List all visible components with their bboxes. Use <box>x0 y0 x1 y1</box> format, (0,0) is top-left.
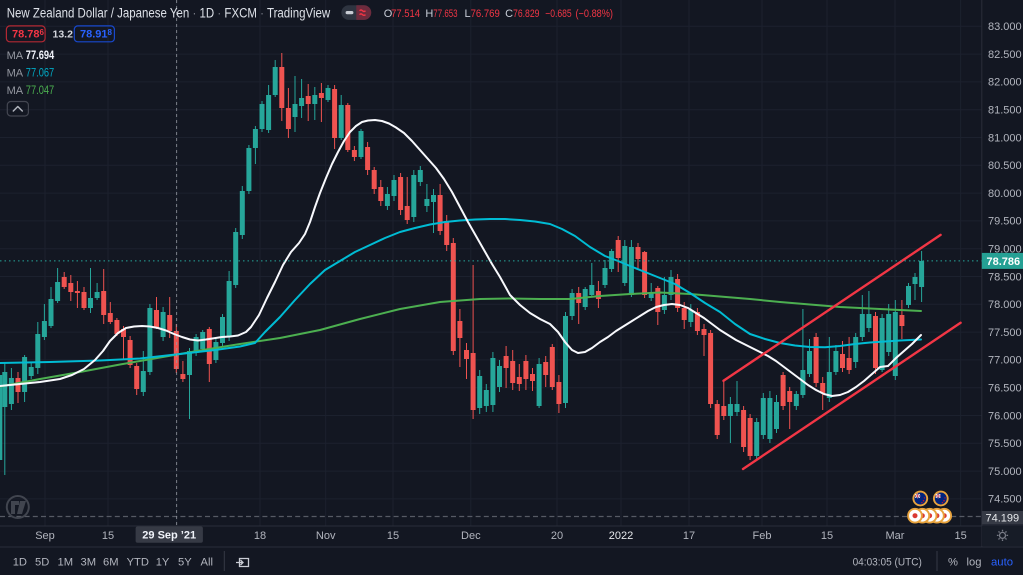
svg-text:80.500: 80.500 <box>988 160 1022 172</box>
svg-text:MA: MA <box>7 85 24 97</box>
svg-text:Nov: Nov <box>316 530 336 542</box>
svg-text:78.918: 78.918 <box>80 28 113 41</box>
svg-text:78.786: 78.786 <box>987 256 1021 268</box>
svg-text:Feb: Feb <box>753 530 772 542</box>
svg-text:74.500: 74.500 <box>988 494 1022 506</box>
svg-text:5Y: 5Y <box>178 557 192 569</box>
svg-text:auto: auto <box>991 557 1013 569</box>
svg-text:O: O <box>384 8 393 20</box>
svg-text:6M: 6M <box>103 557 119 569</box>
svg-text:20: 20 <box>551 530 563 542</box>
svg-text:82.500: 82.500 <box>988 49 1022 61</box>
svg-text:82.000: 82.000 <box>988 77 1022 89</box>
svg-text:15: 15 <box>954 530 966 542</box>
svg-text:76.500: 76.500 <box>988 383 1022 395</box>
svg-text:New Zealand Dollar / Japanese: New Zealand Dollar / Japanese Yen · 1D ·… <box>7 5 331 20</box>
svg-text:All: All <box>201 557 213 569</box>
svg-text:L: L <box>465 8 471 20</box>
svg-text:1D: 1D <box>13 557 27 569</box>
svg-text:2022: 2022 <box>609 530 633 542</box>
svg-text:78.000: 78.000 <box>988 299 1022 311</box>
svg-text:77.047: 77.047 <box>26 85 54 97</box>
svg-text:1M: 1M <box>58 557 74 569</box>
svg-text:17: 17 <box>683 530 695 542</box>
svg-text:18: 18 <box>254 530 266 542</box>
svg-text:75.000: 75.000 <box>988 466 1022 478</box>
svg-text:%: % <box>948 557 958 569</box>
svg-text:77.000: 77.000 <box>988 355 1022 367</box>
svg-text:77.653: 77.653 <box>433 8 457 20</box>
svg-text:15: 15 <box>821 530 833 542</box>
svg-text:MA: MA <box>7 50 24 62</box>
svg-text:MA: MA <box>7 68 24 80</box>
svg-text:74.199: 74.199 <box>986 513 1020 525</box>
svg-text:Sep: Sep <box>35 530 55 542</box>
svg-text:81.000: 81.000 <box>988 132 1022 144</box>
svg-text:−0.685: −0.685 <box>545 8 572 20</box>
svg-text:78.786: 78.786 <box>12 28 45 41</box>
svg-text:78.500: 78.500 <box>988 271 1022 283</box>
svg-text:76.769: 76.769 <box>471 8 500 20</box>
svg-text:1Y: 1Y <box>156 557 170 569</box>
svg-text:76.829: 76.829 <box>513 8 540 20</box>
svg-text:75.500: 75.500 <box>988 438 1022 450</box>
svg-text:13.2: 13.2 <box>53 29 74 41</box>
svg-text:15: 15 <box>102 530 114 542</box>
svg-text:80.000: 80.000 <box>988 188 1022 200</box>
svg-text:C: C <box>505 8 513 20</box>
svg-text:77.500: 77.500 <box>988 327 1022 339</box>
svg-text:77.694: 77.694 <box>26 50 55 62</box>
svg-text:79.500: 79.500 <box>988 216 1022 228</box>
svg-text:log: log <box>967 557 982 569</box>
svg-text:(−0.88%): (−0.88%) <box>576 8 614 20</box>
svg-text:79.000: 79.000 <box>988 244 1022 256</box>
svg-text:YTD: YTD <box>127 557 149 569</box>
svg-text:Mar: Mar <box>886 530 905 542</box>
svg-text:H: H <box>425 8 433 20</box>
svg-text:Dec: Dec <box>461 530 481 542</box>
svg-text:3M: 3M <box>81 557 97 569</box>
svg-text:76.000: 76.000 <box>988 410 1022 422</box>
svg-text:04:03:05 (UTC): 04:03:05 (UTC) <box>853 557 923 569</box>
svg-text:77.067: 77.067 <box>26 68 54 80</box>
svg-text:81.500: 81.500 <box>988 105 1022 117</box>
svg-text:83.000: 83.000 <box>988 21 1022 33</box>
svg-text:15: 15 <box>387 530 399 542</box>
svg-text:5D: 5D <box>35 557 49 569</box>
svg-text:77.514: 77.514 <box>391 8 420 20</box>
svg-text:29 Sep ’21: 29 Sep ’21 <box>142 530 196 542</box>
